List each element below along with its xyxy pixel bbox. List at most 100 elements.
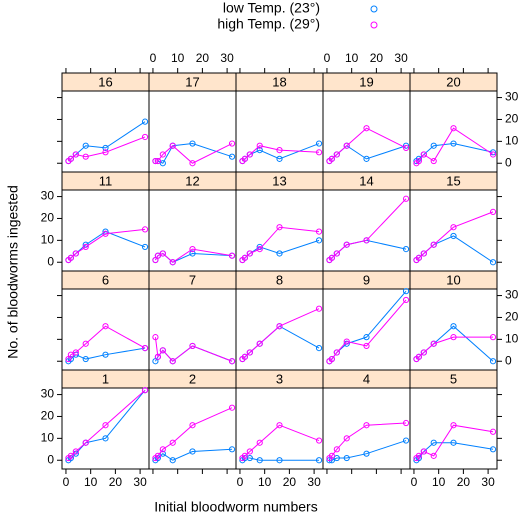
point <box>363 422 370 429</box>
x-tick-label: 20 <box>370 51 384 65</box>
x-tick-label: 0 <box>324 51 331 65</box>
x-tick-label: 10 <box>432 475 446 489</box>
point <box>489 208 497 215</box>
point <box>420 250 427 257</box>
y-tick-label: 10 <box>505 332 519 346</box>
x-tick-label: 0 <box>150 51 157 65</box>
point <box>228 404 236 411</box>
point <box>420 349 427 356</box>
point <box>363 155 370 162</box>
point <box>402 144 410 152</box>
point <box>315 457 323 464</box>
point <box>489 259 497 266</box>
series-line <box>242 239 320 261</box>
point <box>102 149 109 156</box>
point <box>276 323 283 330</box>
point <box>152 334 159 341</box>
point <box>315 228 323 235</box>
point <box>343 241 350 248</box>
point <box>72 250 79 257</box>
point <box>189 342 196 350</box>
point <box>315 140 323 147</box>
point <box>450 334 457 341</box>
point <box>154 252 161 259</box>
point <box>169 457 176 464</box>
point <box>246 349 253 356</box>
point <box>276 147 283 154</box>
point <box>415 353 422 360</box>
point <box>276 224 283 231</box>
point <box>102 323 109 330</box>
point <box>363 342 370 350</box>
point <box>333 446 340 453</box>
point <box>246 454 253 462</box>
point <box>415 157 422 165</box>
panel-frame <box>148 189 237 272</box>
series-line <box>68 389 146 459</box>
point <box>228 153 236 160</box>
point <box>276 457 283 464</box>
series-line <box>329 290 407 362</box>
series-line <box>155 143 233 164</box>
point <box>333 151 340 158</box>
point <box>489 358 497 365</box>
point <box>450 422 457 429</box>
series-line <box>329 299 407 362</box>
point <box>276 155 283 162</box>
point <box>315 237 323 244</box>
x-tick-label: 30 <box>481 475 495 489</box>
point <box>228 358 236 365</box>
point <box>67 254 74 261</box>
series-line <box>155 448 233 461</box>
strip-label: 8 <box>276 272 283 287</box>
point <box>102 351 109 358</box>
point <box>241 254 248 261</box>
panel-frame <box>61 90 150 173</box>
point <box>228 252 236 259</box>
point <box>420 448 427 455</box>
strip-label: 16 <box>98 74 112 89</box>
point <box>159 250 166 257</box>
point <box>67 155 74 162</box>
point <box>189 448 196 455</box>
point <box>363 334 370 341</box>
series-line <box>154 252 233 263</box>
point <box>343 454 350 462</box>
point <box>315 305 323 312</box>
x-axis-title: Initial bloodworm numbers <box>154 499 317 515</box>
series-line <box>155 407 233 459</box>
point <box>276 422 283 429</box>
point <box>102 144 109 152</box>
point <box>141 133 149 141</box>
point <box>328 254 335 261</box>
strip-label: 2 <box>189 371 196 386</box>
point <box>276 250 283 257</box>
point <box>159 450 166 457</box>
point <box>102 422 109 429</box>
panel-frame <box>235 387 324 470</box>
point <box>328 355 335 363</box>
x-tick-label: 10 <box>345 51 359 65</box>
point <box>402 195 410 202</box>
y-tick-label: 30 <box>505 90 519 104</box>
panel-frame <box>409 288 498 371</box>
x-tick-label: 10 <box>258 475 272 489</box>
point <box>159 160 166 167</box>
strip-label: 11 <box>99 173 113 188</box>
point <box>430 157 437 165</box>
strip-label: 3 <box>276 371 283 386</box>
point <box>141 243 149 251</box>
point <box>402 246 410 253</box>
point <box>246 151 253 158</box>
panel-frame <box>322 90 411 173</box>
series-line <box>416 424 494 459</box>
series-line <box>329 198 407 261</box>
legend-marker <box>370 21 378 29</box>
series-line <box>67 325 146 360</box>
series-line <box>68 228 146 261</box>
point <box>489 428 497 435</box>
point <box>67 452 74 459</box>
point <box>333 454 340 462</box>
point <box>189 246 196 253</box>
